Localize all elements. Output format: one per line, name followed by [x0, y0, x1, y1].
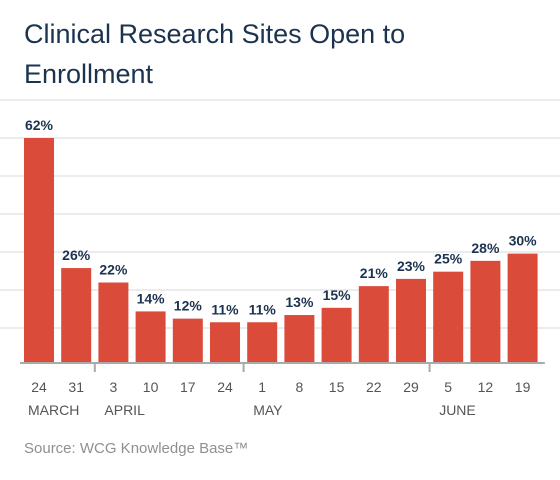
- tick-label: 12: [478, 379, 494, 395]
- value-label: 26%: [62, 247, 91, 263]
- value-label: 28%: [471, 240, 500, 256]
- value-label: 13%: [285, 294, 314, 310]
- tick-label: 24: [217, 379, 233, 395]
- bar: [358, 286, 389, 362]
- x-axis-ticks: 24 31 3 10 17 24 1 8 15 22 29 5 12 19: [31, 379, 530, 395]
- month-label: MAY: [253, 402, 283, 418]
- tick-label: 5: [444, 379, 452, 395]
- month-label: APRIL: [104, 402, 145, 418]
- tick-label: 22: [366, 379, 382, 395]
- source-note: Source: WCG Knowledge Base™: [24, 440, 249, 457]
- bar: [172, 318, 203, 362]
- value-label: 11%: [211, 301, 239, 317]
- bar: [61, 268, 92, 362]
- tick-label: 24: [31, 379, 47, 395]
- bar: [210, 322, 240, 362]
- gridlines: [0, 99, 560, 329]
- value-labels: 62% 26% 22% 14% 12% 11% 11% 13% 15% 21% 23% 25% 28% 3…: [25, 117, 537, 317]
- tick-label: 3: [110, 379, 118, 395]
- bar: [507, 253, 538, 362]
- month-labels: MARCH APRIL MAY JUNE: [28, 363, 476, 418]
- value-label: 11%: [249, 301, 277, 317]
- value-label: 22%: [99, 262, 128, 278]
- month-label: JUNE: [439, 402, 476, 418]
- tick-label: 15: [329, 379, 345, 395]
- bar: [135, 311, 166, 362]
- value-label: 14%: [137, 290, 166, 306]
- bars: [24, 138, 538, 362]
- tick-label: 1: [258, 379, 266, 395]
- tick-label: 31: [68, 379, 84, 395]
- value-label: 30%: [509, 233, 538, 249]
- value-label: 23%: [397, 258, 426, 274]
- bar: [433, 271, 464, 362]
- tick-label: 29: [403, 379, 419, 395]
- bar: [247, 322, 278, 362]
- bar: [284, 315, 315, 362]
- bar: [24, 138, 54, 362]
- value-label: 15%: [323, 287, 352, 303]
- bar: [470, 260, 501, 362]
- tick-label: 17: [180, 379, 196, 395]
- bar: [98, 282, 129, 362]
- bar: [321, 307, 352, 362]
- bar: [396, 278, 426, 362]
- value-label: 21%: [360, 265, 389, 281]
- value-label: 62%: [25, 117, 54, 133]
- tick-label: 8: [296, 379, 304, 395]
- chart-title: Clinical Research Sites Open to Enrollme…: [24, 19, 406, 89]
- month-label: MARCH: [28, 402, 79, 418]
- value-label: 12%: [174, 298, 203, 314]
- tick-label: 10: [143, 379, 159, 395]
- value-label: 25%: [434, 251, 463, 267]
- tick-label: 19: [515, 379, 531, 395]
